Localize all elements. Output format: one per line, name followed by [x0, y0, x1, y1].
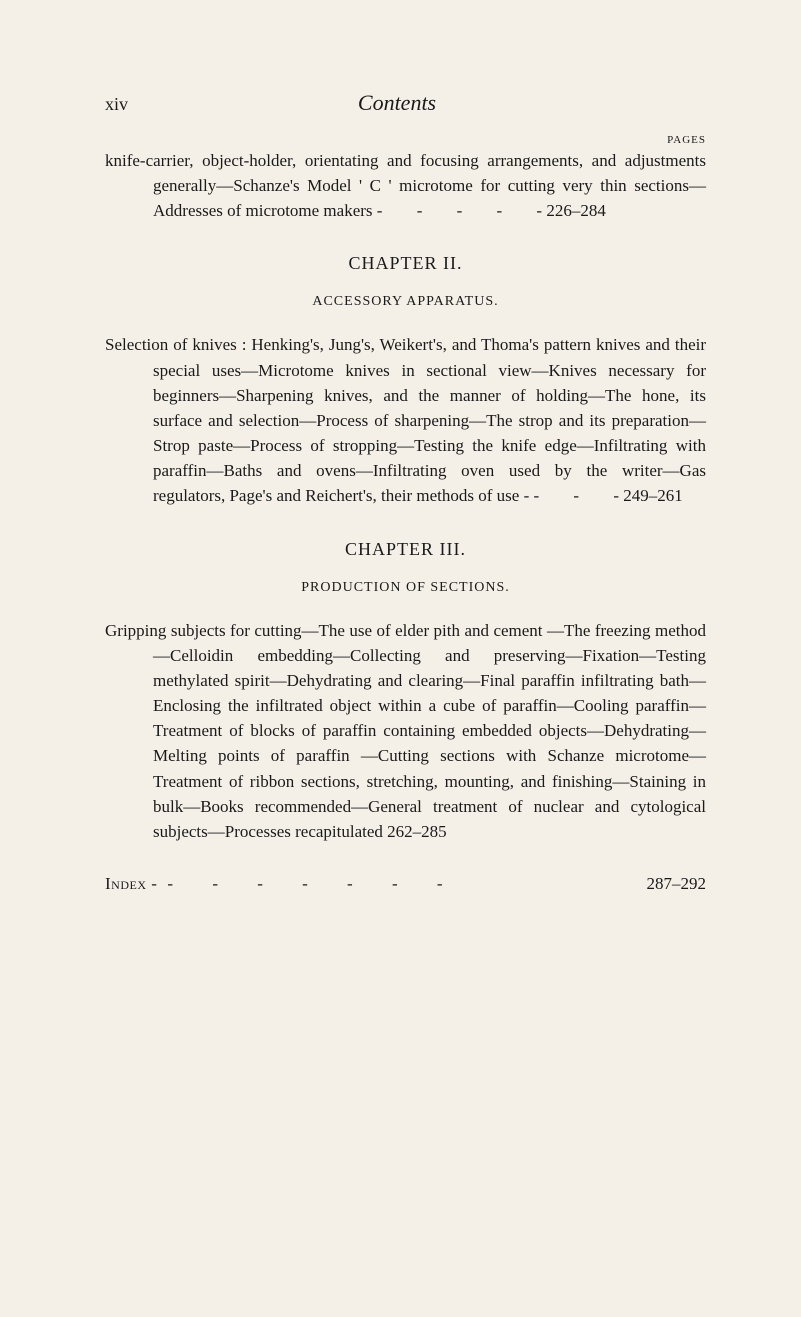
index-page-range: 287–292 [647, 874, 707, 894]
entry-page-range: 249–261 [623, 486, 683, 505]
entry-text: Gripping subjects for cutting—The use of… [105, 621, 706, 841]
pages-column-label: PAGES [105, 134, 706, 146]
entry-page-range: 262–285 [387, 822, 447, 841]
header-title: Contents [88, 90, 706, 116]
chapter-2-subheading: ACCESSORY APPARATUS. [105, 294, 706, 310]
index-dashes: - - - - - - - [157, 874, 646, 894]
entry-dashes: - - - - - [377, 201, 542, 220]
chapter-3-heading: CHAPTER III. [105, 539, 706, 560]
entry-dashes: - - - [534, 486, 619, 505]
entry-page-range: 226–284 [546, 201, 606, 220]
chapter-2-entry: Selection of knives : Henking's, Jung's,… [105, 332, 706, 508]
index-row: Index - - - - - - - - 287–292 [105, 874, 706, 894]
chapter-3-subheading: PRODUCTION OF SECTIONS. [105, 580, 706, 596]
chapter-3-entry: Gripping subjects for cutting—The use of… [105, 618, 706, 844]
header-row: xiv Contents [105, 90, 706, 116]
index-label: Index - [105, 874, 157, 894]
chapter-2-heading: CHAPTER II. [105, 253, 706, 274]
contents-entry-continuation: knife-carrier, object-holder, orientatin… [105, 148, 706, 223]
entry-text: Selection of knives : Henking's, Jung's,… [105, 335, 706, 505]
